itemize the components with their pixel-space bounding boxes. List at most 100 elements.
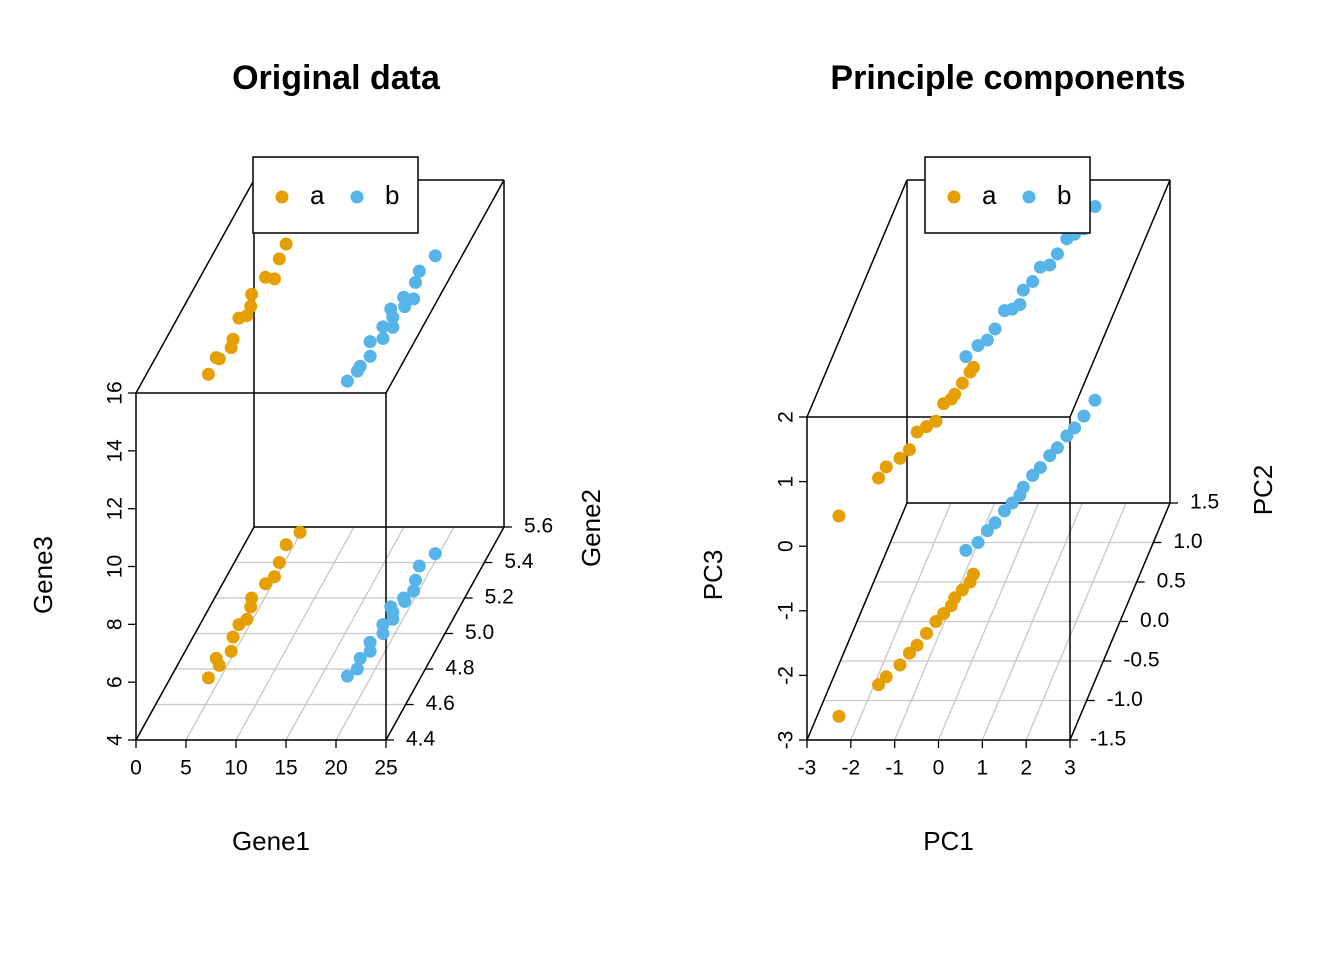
point — [409, 275, 422, 289]
point — [872, 471, 886, 485]
z-tick-label: 14 — [104, 439, 127, 463]
point — [245, 287, 259, 301]
floor-projection — [224, 644, 238, 658]
z-axis-label: Gene3 — [28, 536, 58, 614]
x-tick-label: 20 — [324, 757, 347, 780]
y-tick-label: 4.4 — [406, 728, 436, 751]
box-edge — [135, 526, 255, 741]
chart-title: Original data — [232, 59, 441, 97]
legend-label: a — [310, 180, 325, 210]
point — [1016, 283, 1030, 297]
legend-label: a — [982, 180, 997, 210]
box-edge — [385, 179, 505, 394]
point — [353, 359, 367, 373]
y-axis-label: Gene2 — [576, 489, 606, 567]
box-edge — [135, 179, 255, 394]
floor-projection — [363, 635, 377, 649]
y-axis-label: PC2 — [1248, 465, 1278, 516]
floor-projection — [966, 567, 980, 581]
floor-projection — [1033, 460, 1047, 474]
z-tick-label: -3 — [775, 731, 798, 750]
floor-projection — [879, 670, 893, 684]
floor-projection — [412, 559, 426, 573]
y-tick-label: 5.4 — [504, 550, 534, 573]
box-edge — [1069, 179, 1171, 418]
floor-projection — [428, 547, 442, 561]
point — [893, 451, 907, 465]
z-tick-label: 0 — [775, 540, 798, 552]
floor-projection — [353, 651, 367, 665]
z-tick-label: 2 — [775, 411, 798, 423]
z-tick-label: 6 — [104, 676, 127, 688]
y-tick-label: 4.6 — [426, 692, 455, 715]
x-tick-label: 5 — [180, 757, 192, 780]
x-tick-label: -3 — [798, 757, 817, 780]
y-tick-label: 0.5 — [1157, 570, 1186, 593]
floor-projection — [293, 525, 307, 539]
floor-projection — [920, 626, 934, 640]
floor-projection — [988, 516, 1002, 530]
floor-projection — [350, 662, 364, 676]
point — [1013, 298, 1027, 312]
x-tick-label: 1 — [976, 757, 988, 780]
box-edge — [806, 502, 908, 741]
point — [340, 374, 354, 388]
floor-projection — [959, 543, 973, 557]
floor-projection — [971, 536, 985, 549]
y-tick-label: 5.2 — [485, 586, 514, 609]
x-tick-label: -2 — [841, 757, 860, 780]
y-tick-label: -1.0 — [1107, 688, 1143, 711]
z-tick-label: -2 — [775, 666, 798, 685]
x-tick-label: 10 — [224, 757, 247, 780]
box-edge — [806, 179, 908, 418]
legend-symbol — [275, 190, 289, 204]
point — [948, 387, 962, 401]
y-tick-label: -0.5 — [1123, 649, 1159, 672]
x-tick-label: 2 — [1020, 757, 1032, 780]
x-tick-label: 3 — [1064, 757, 1076, 780]
floor-projection — [209, 651, 223, 665]
x-axis-label: PC1 — [923, 826, 974, 856]
point — [397, 290, 411, 304]
z-tick-label: 8 — [104, 618, 127, 630]
point — [929, 414, 943, 428]
z-tick-label: 12 — [104, 497, 127, 520]
legend-label: b — [1057, 180, 1071, 210]
point — [226, 332, 240, 346]
z-tick-label: 4 — [104, 734, 127, 746]
floor-projection — [240, 612, 254, 626]
legend-symbol — [947, 190, 961, 204]
floor-projection — [376, 618, 390, 632]
point — [1050, 247, 1064, 261]
x-tick-label: 15 — [274, 757, 297, 780]
point — [363, 335, 377, 349]
floor-projection — [201, 671, 215, 685]
legend-label: b — [385, 180, 399, 210]
point — [384, 302, 398, 316]
floor-projection — [397, 591, 411, 605]
floor-projection — [893, 658, 907, 672]
point — [376, 332, 390, 346]
y-tick-label: 4.8 — [445, 657, 474, 680]
floor-projection — [272, 556, 286, 569]
floor-projection — [340, 669, 354, 683]
legend-symbol — [350, 190, 364, 204]
z-tick-label: 1 — [775, 476, 798, 488]
x-tick-label: 0 — [130, 757, 142, 780]
point — [279, 237, 293, 251]
y-tick-label: 5.6 — [524, 515, 553, 538]
floor-projection — [1077, 409, 1091, 423]
floor-projection — [407, 584, 421, 598]
floor-projection — [1068, 421, 1082, 435]
point — [1026, 275, 1040, 289]
z-tick-label: 10 — [104, 555, 127, 578]
point — [363, 349, 377, 363]
chart-title: Principle components — [830, 59, 1185, 97]
point — [201, 367, 215, 381]
point — [902, 443, 916, 457]
floor-projection — [259, 577, 273, 591]
y-tick-label: 1.0 — [1173, 530, 1202, 553]
y-tick-label: 5.0 — [465, 621, 494, 644]
point — [209, 351, 223, 365]
floor-projection — [384, 600, 398, 614]
